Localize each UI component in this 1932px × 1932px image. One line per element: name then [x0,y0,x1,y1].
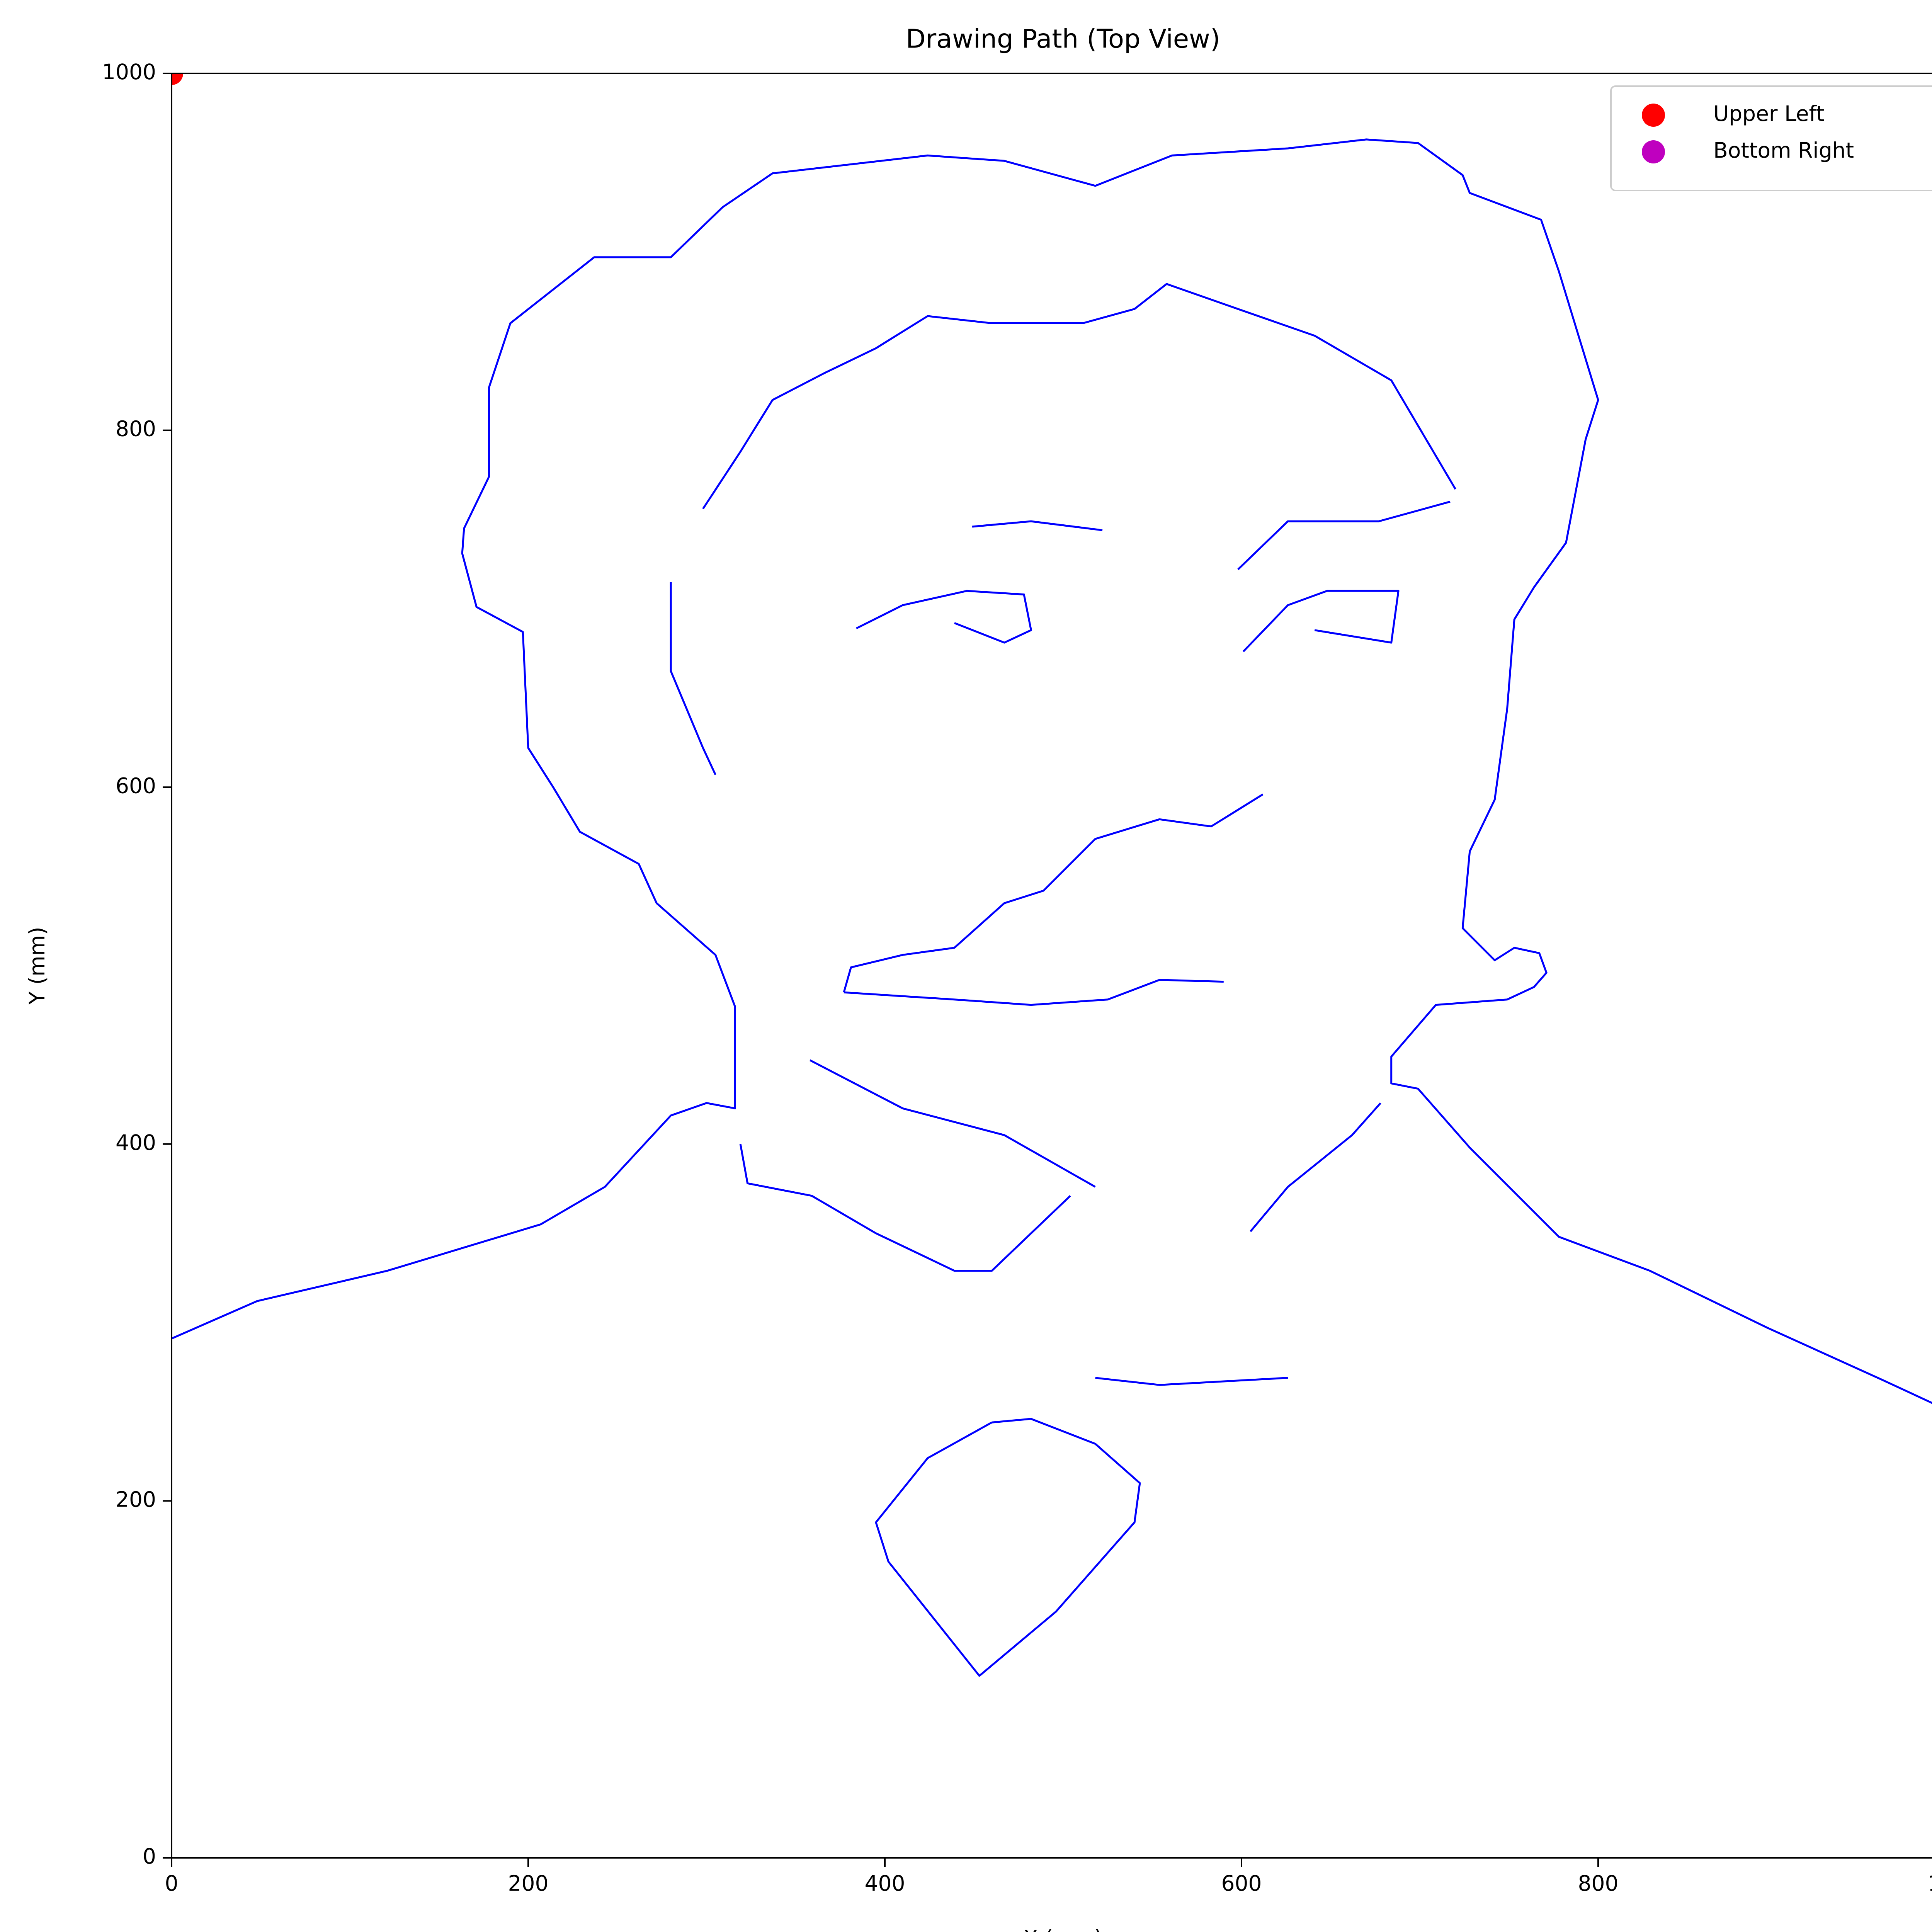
legend-marker [1642,104,1665,127]
point-marker [172,73,183,85]
y-tick-label: 400 [116,1130,156,1155]
axes-frame [171,73,1932,1859]
legend-label: Bottom Right [1713,138,1854,163]
x-axis-label: X (mm) [1023,1926,1102,1932]
legend-marker [1642,140,1665,163]
legend-box [1610,85,1932,191]
x-tick-label: 200 [508,1871,549,1896]
x-tick-label: 0 [165,1871,179,1896]
y-tick-label: 0 [143,1844,156,1869]
chart-title: Drawing Path (Top View) [906,24,1220,54]
y-tick-label: 600 [116,773,156,798]
y-axis-label: Y (mm) [25,927,49,1005]
drawing-path [172,138,1932,1677]
plot-area [172,73,1932,1677]
x-tick-label: 600 [1221,1871,1262,1896]
y-tick-label: 200 [116,1487,156,1512]
y-tick-label: 1000 [102,60,156,84]
x-tick-label: 800 [1578,1871,1619,1896]
legend-label: Upper Left [1713,101,1825,126]
x-tick-label: 400 [865,1871,905,1896]
x-tick-label: 1000 [1928,1871,1932,1896]
y-tick-label: 800 [116,417,156,441]
